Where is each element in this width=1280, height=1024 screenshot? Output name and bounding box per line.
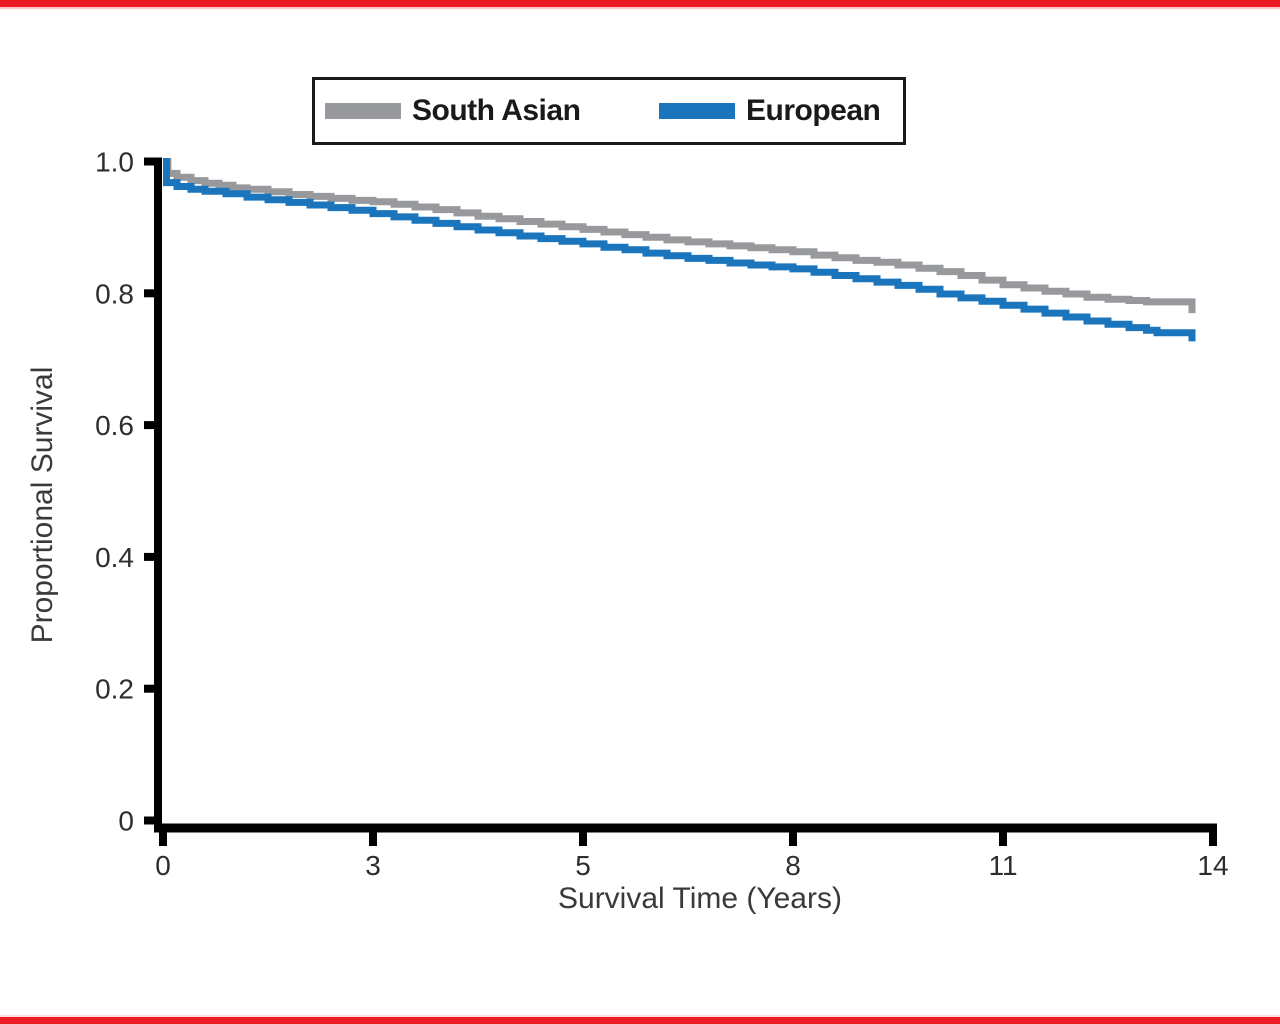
legend-item-south-asian: South Asian [325,80,581,142]
y-tick-label: 0.8 [95,278,134,309]
bottom-border-bar [0,1017,1280,1024]
y-tick-label: 0.4 [95,542,134,573]
legend-label-european: European [746,94,881,127]
y-axis-title: Proportional Survival [26,367,59,644]
legend-label-south-asian: South Asian [412,94,581,127]
legend-box: South Asian European [312,77,906,145]
legend-swatch-south-asian [325,103,401,119]
y-tick-label: 0.6 [95,410,134,441]
x-tick-label: 3 [365,850,381,881]
x-tick-label: 11 [988,850,1017,881]
km-curve-european [163,158,1196,342]
y-tick-label: 0.2 [95,674,134,705]
x-tick-label: 5 [575,850,591,881]
x-tick-label: 8 [785,850,801,881]
y-tick-label: 1.0 [95,147,134,178]
top-border-bar [0,0,1280,7]
km-curve-south-asian [163,158,1196,314]
y-tick-label: 0 [118,806,134,837]
legend-swatch-european [659,103,735,119]
x-tick-label: 14 [1197,850,1228,881]
x-axis-title: Survival Time (Years) [558,882,842,915]
legend-item-european: European [659,80,881,142]
x-tick-label: 0 [155,850,171,881]
